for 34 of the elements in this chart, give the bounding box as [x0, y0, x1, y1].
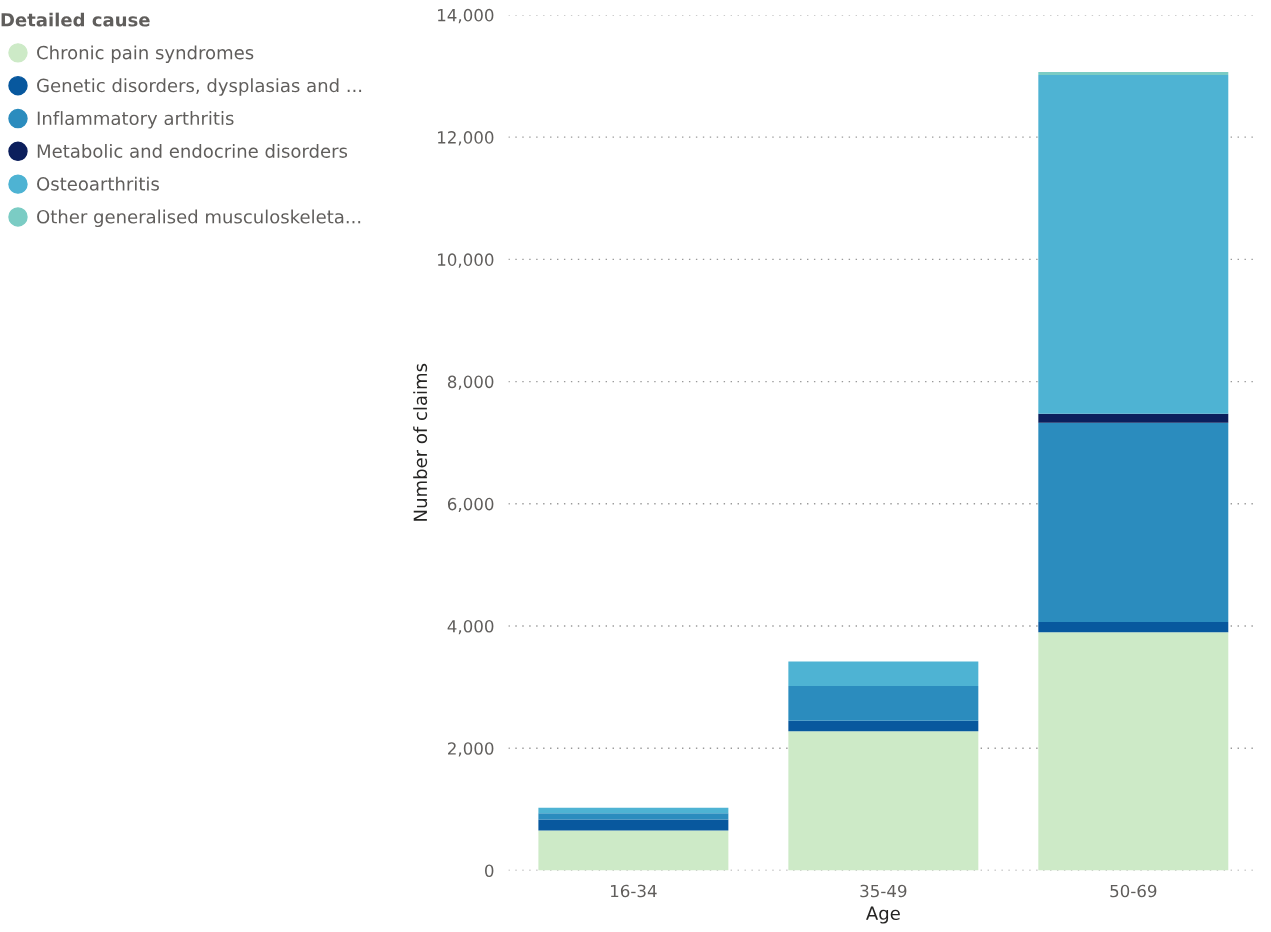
x-tick-label: 50-69 [1110, 884, 1157, 898]
bar [1038, 622, 1229, 633]
y-tick-label: 8,000 [447, 375, 494, 390]
bar [1038, 75, 1229, 414]
y-tick-label: 0 [485, 864, 494, 878]
bar [1038, 72, 1229, 76]
bar [538, 819, 729, 831]
bar [788, 661, 979, 686]
y-tick-label: 14,000 [438, 8, 494, 24]
bar [1038, 422, 1229, 623]
bar [538, 813, 729, 820]
bar [538, 807, 729, 814]
legend-label: Metabolic and endocrine disorders [37, 143, 348, 158]
bar [1038, 413, 1229, 423]
x-tick-label: 16-34 [611, 884, 657, 898]
legend-label: Other generalised musculoskeleta... [37, 209, 361, 228]
x-axis-title: Age [866, 906, 900, 924]
legend-label: Genetic disorders, dysplasias and ... [37, 78, 362, 96]
y-tick-label: 6,000 [447, 497, 494, 513]
y-tick-label: 4,000 [447, 620, 494, 635]
bar [788, 685, 979, 721]
y-axis-title: Number of claims [413, 363, 428, 521]
bar [1038, 632, 1229, 871]
legend-title: Detailed cause [1, 12, 150, 27]
legend-label: Chronic pain syndromes [37, 45, 254, 63]
legend-label: Inflammatory arthritis [37, 111, 234, 129]
y-tick-label: 2,000 [448, 742, 494, 757]
bar [788, 720, 979, 732]
legend-label: Osteoarthritis [37, 176, 159, 191]
bar [788, 731, 979, 871]
bar [538, 830, 729, 871]
y-tick-label: 10,000 [438, 253, 494, 268]
x-tick-label: 35-49 [860, 884, 907, 898]
y-tick-label: 12,000 [438, 131, 494, 146]
